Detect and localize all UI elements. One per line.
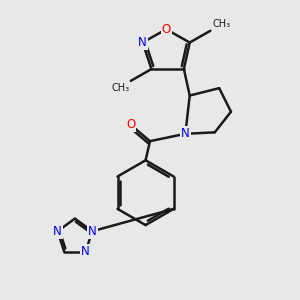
Text: O: O [126,118,136,131]
Text: N: N [53,225,62,238]
Text: CH₃: CH₃ [111,83,129,93]
Text: N: N [138,36,147,49]
Text: O: O [162,23,171,36]
Text: N: N [81,245,90,258]
Text: N: N [88,225,97,238]
Text: N: N [181,127,190,140]
Text: CH₃: CH₃ [213,19,231,29]
